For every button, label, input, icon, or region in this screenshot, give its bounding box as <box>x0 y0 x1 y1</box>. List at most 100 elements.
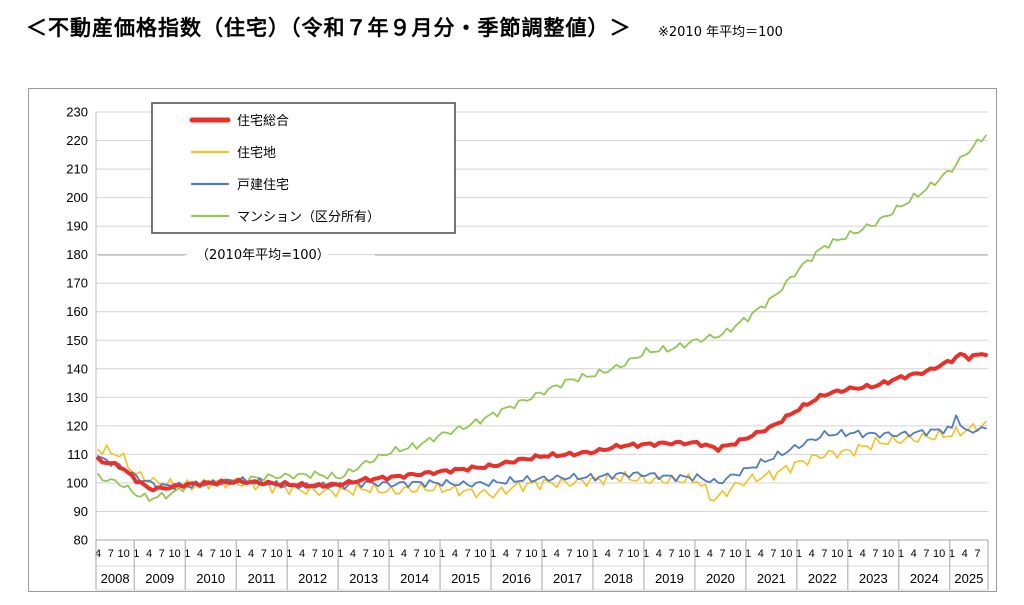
x-month-tick-label: 10 <box>729 548 741 560</box>
x-month-tick-label: 1 <box>847 548 853 560</box>
x-year-tick-label: 2024 <box>910 571 939 586</box>
x-month-tick-label: 10 <box>933 548 945 560</box>
x-year-tick-label: 2014 <box>400 571 429 586</box>
x-month-tick-label: 10 <box>831 548 843 560</box>
x-year-tick-label: 2012 <box>298 571 327 586</box>
x-year-tick-label: 2015 <box>451 571 480 586</box>
x-axis: 4 7 10 1 4 7 10 1 4 7 10 1 4 7 10 1 4 7 10 1 4 7 10 1 4 7 10 1 4 7 10 1… <box>95 539 989 591</box>
x-year-tick-label: 2008 <box>101 571 130 586</box>
x-month-tick-label: 4 <box>656 548 662 560</box>
x-year-tick-label: 2009 <box>145 571 174 586</box>
annotation-text: （2010年平均=100） <box>196 248 330 263</box>
x-month-tick-label: 4 <box>452 548 458 560</box>
x-month-tick-label: 10 <box>321 548 333 560</box>
x-month-tick-label: 7 <box>872 548 878 560</box>
x-month-tick-label: 10 <box>474 548 486 560</box>
x-month-tick-label: 10 <box>168 548 180 560</box>
x-month-tick-label: 7 <box>414 548 420 560</box>
legend-label: 戸建住宅 <box>237 178 289 193</box>
x-month-tick-label: 1 <box>745 548 751 560</box>
x-month-tick-label: 10 <box>423 548 435 560</box>
legend-label: 住宅総合 <box>237 114 289 129</box>
x-month-tick-label: 10 <box>780 548 792 560</box>
x-month-tick-label: 10 <box>372 548 384 560</box>
x-month-tick-label: 7 <box>465 548 471 560</box>
x-month-tick-label: 1 <box>184 548 190 560</box>
page-title: ＜不動産価格指数（住宅）（令和７年９月分・季節調整値）＞ <box>26 16 632 40</box>
x-month-tick-label: 1 <box>337 548 343 560</box>
x-month-tick-label: 4 <box>503 548 509 560</box>
y-tick-label: 90 <box>74 504 88 519</box>
x-year-tick-label: 2020 <box>706 571 735 586</box>
x-month-tick-label: 1 <box>898 548 904 560</box>
y-tick-label: 170 <box>66 276 88 291</box>
x-month-tick-label: 10 <box>882 548 894 560</box>
x-month-tick-label: 4 <box>146 548 152 560</box>
series-line <box>96 351 988 493</box>
x-month-tick-label: 7 <box>363 548 369 560</box>
x-month-tick-label: 1 <box>286 548 292 560</box>
x-month-tick-label: 1 <box>949 548 955 560</box>
chart-frame <box>28 88 997 592</box>
x-month-tick-label: 4 <box>554 548 560 560</box>
x-month-tick-label: 1 <box>490 548 496 560</box>
annotation: （2010年平均=100） <box>98 244 988 264</box>
x-month-tick-label: 1 <box>694 548 700 560</box>
y-tick-label: 180 <box>66 247 88 262</box>
legend-label: 住宅地 <box>237 146 276 161</box>
x-month-tick-label: 4 <box>350 548 356 560</box>
x-month-tick-label: 10 <box>117 548 129 560</box>
y-tick-label: 140 <box>66 361 88 376</box>
y-tick-label: 230 <box>66 105 88 120</box>
x-month-tick-label: 7 <box>312 548 318 560</box>
x-month-tick-label: 1 <box>541 548 547 560</box>
base-year-note: ※2010 年平均＝100 <box>658 25 783 40</box>
x-month-tick-label: 4 <box>758 548 764 560</box>
x-month-tick-label: 7 <box>618 548 624 560</box>
y-tick-label: 190 <box>66 219 88 234</box>
y-tick-label: 130 <box>66 390 88 405</box>
x-month-tick-label: 1 <box>133 548 139 560</box>
x-month-tick-label: 10 <box>270 548 282 560</box>
x-month-tick-label: 7 <box>821 548 827 560</box>
y-tick-label: 210 <box>66 162 88 177</box>
y-tick-label: 80 <box>74 533 88 548</box>
series-lines <box>96 134 988 502</box>
y-tick-label: 100 <box>66 475 88 490</box>
x-month-tick-label: 10 <box>219 548 231 560</box>
x-month-tick-label: 10 <box>627 548 639 560</box>
x-month-tick-label: 7 <box>719 548 725 560</box>
x-month-tick-label: 4 <box>197 548 203 560</box>
x-year-tick-label: 2021 <box>757 571 786 586</box>
x-year-tick-label: 2022 <box>808 571 837 586</box>
y-tick-label: 120 <box>66 418 88 433</box>
x-year-tick-label: 2019 <box>655 571 684 586</box>
x-month-tick-label: 10 <box>678 548 690 560</box>
x-month-tick-label: 4 <box>911 548 917 560</box>
y-tick-label: 110 <box>67 447 88 462</box>
x-year-tick-label: 2023 <box>859 571 888 586</box>
legend-label: マンション（区分所有） <box>237 210 380 225</box>
x-year-tick-label: 2018 <box>604 571 633 586</box>
x-month-tick-label: 7 <box>567 548 573 560</box>
x-month-tick-label: 7 <box>974 548 980 560</box>
x-month-tick-label: 7 <box>210 548 216 560</box>
x-month-tick-label: 1 <box>592 548 598 560</box>
x-month-tick-label: 4 <box>95 548 101 560</box>
x-month-tick-label: 7 <box>108 548 114 560</box>
x-month-tick-label: 1 <box>439 548 445 560</box>
x-month-tick-label: 4 <box>962 548 968 560</box>
x-month-tick-label: 4 <box>860 548 866 560</box>
x-month-tick-label: 4 <box>707 548 713 560</box>
x-month-tick-label: 1 <box>235 548 241 560</box>
y-tick-label: 220 <box>66 133 88 148</box>
x-month-tick-label: 4 <box>605 548 611 560</box>
x-month-tick-label: 4 <box>401 548 407 560</box>
x-month-tick-label: 4 <box>248 548 254 560</box>
x-year-tick-label: 2016 <box>502 571 531 586</box>
x-month-tick-label: 10 <box>576 548 588 560</box>
y-tick-label: 160 <box>66 304 88 319</box>
x-year-tick-label: 2011 <box>248 571 276 586</box>
